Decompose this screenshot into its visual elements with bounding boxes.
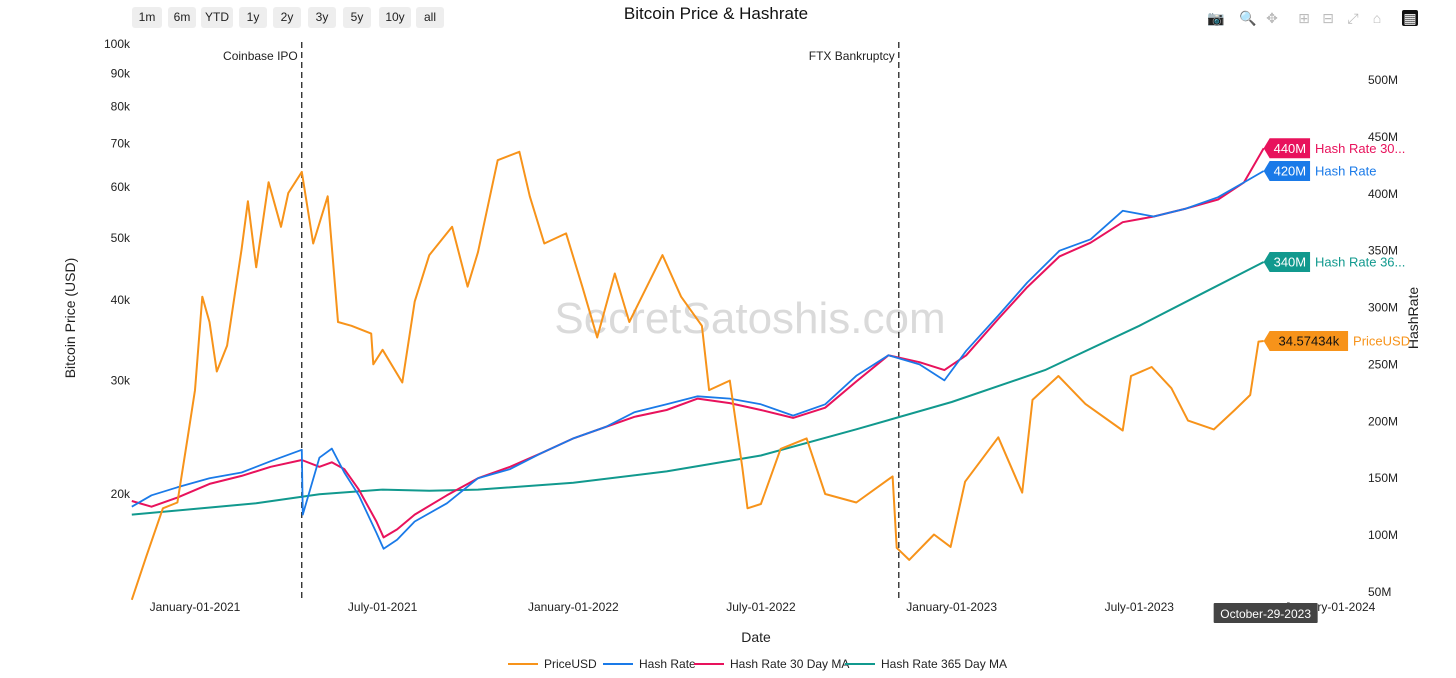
hover-date-box bbox=[1213, 603, 1318, 623]
y-tick-label: 60k bbox=[111, 180, 131, 194]
range-button-6m[interactable]: 6m bbox=[168, 7, 196, 28]
range-button-3y[interactable]: 3y bbox=[308, 7, 336, 28]
x-tick-label: January-01-2022 bbox=[528, 600, 619, 614]
pan-icon[interactable]: ✥ bbox=[1266, 10, 1278, 26]
y2-tick-label: 100M bbox=[1368, 528, 1398, 542]
end-label-box bbox=[1263, 161, 1311, 182]
x-tick-label: January-01-2023 bbox=[906, 600, 997, 614]
x-tick-label: July-01-2023 bbox=[1105, 600, 1175, 614]
y2-tick-label: 450M bbox=[1368, 130, 1398, 144]
y2-tick-label: 500M bbox=[1368, 73, 1398, 87]
range-button-10y[interactable]: 10y bbox=[379, 7, 411, 28]
x-tick-label: January-01-2021 bbox=[150, 600, 241, 614]
y-axis-title: Bitcoin Price (USD) bbox=[62, 258, 78, 379]
hover-date-tag: October-29-2023 bbox=[1213, 603, 1318, 623]
y2-tick-label: 250M bbox=[1368, 357, 1398, 371]
end-label-name: Hash Rate bbox=[1315, 164, 1376, 179]
range-button-1y[interactable]: 1y bbox=[239, 7, 267, 28]
series-hash-rate-30-day-ma bbox=[131, 147, 1265, 539]
series-priceusd bbox=[130, 150, 1264, 601]
end-label: 340M Hash Rate 36... bbox=[1263, 252, 1405, 273]
camera-icon[interactable]: 📷 bbox=[1207, 10, 1225, 26]
end-label-name: Hash Rate 36... bbox=[1315, 255, 1405, 270]
end-label-value: 440M bbox=[1274, 141, 1307, 156]
y2-tick-label: 300M bbox=[1368, 301, 1398, 315]
y-tick-label: 40k bbox=[111, 293, 131, 307]
end-label-value: 420M bbox=[1274, 164, 1307, 179]
end-label-value: 340M bbox=[1274, 255, 1307, 270]
y2-tick-label: 350M bbox=[1368, 244, 1398, 258]
range-button-ytd[interactable]: YTD bbox=[201, 7, 233, 28]
range-button-5y[interactable]: 5y bbox=[343, 7, 371, 28]
end-label: 34.57434k PriceUSD bbox=[1263, 330, 1410, 351]
end-label-box bbox=[1263, 138, 1311, 159]
y-tick-label: 80k bbox=[111, 99, 131, 113]
y2-tick-label: 400M bbox=[1368, 187, 1398, 201]
series-hash-rate bbox=[131, 170, 1265, 550]
y-tick-label: 100k bbox=[104, 37, 131, 51]
zoom-in-icon[interactable]: ⊞ bbox=[1298, 10, 1310, 26]
series-hash-rate-365-day-ma bbox=[131, 261, 1265, 516]
watermark: SecretSatoshis.com bbox=[554, 294, 945, 343]
range-button-all[interactable]: all bbox=[416, 7, 444, 28]
home-icon[interactable]: ⌂ bbox=[1372, 10, 1382, 26]
y2-tick-label: 150M bbox=[1368, 471, 1398, 485]
range-button-2y[interactable]: 2y bbox=[273, 7, 301, 28]
y-tick-label: 90k bbox=[111, 66, 131, 80]
legend-item[interactable]: Hash Rate 30 Day MA bbox=[730, 657, 849, 671]
end-label: 420M Hash Rate bbox=[1263, 161, 1376, 182]
x-tick-label: July-01-2022 bbox=[726, 600, 796, 614]
y2-axis-title: HashRate bbox=[1405, 287, 1421, 349]
legend-item[interactable]: PriceUSD bbox=[544, 657, 597, 671]
chart-title: Bitcoin Price & Hashrate bbox=[623, 4, 809, 23]
y-tick-label: 20k bbox=[111, 487, 131, 501]
y-tick-label: 70k bbox=[111, 137, 131, 151]
end-label-name: PriceUSD bbox=[1353, 333, 1410, 348]
y-tick-label: 50k bbox=[111, 231, 131, 245]
end-label-value: 34.57434k bbox=[1278, 333, 1339, 348]
y-tick-label: 30k bbox=[111, 374, 131, 388]
legend-item[interactable]: Hash Rate bbox=[639, 657, 696, 671]
plotly-logo-icon[interactable]: ▦ bbox=[1402, 10, 1418, 26]
end-label: 440M Hash Rate 30... bbox=[1263, 138, 1405, 159]
x-axis-title: Date bbox=[741, 629, 771, 645]
range-button-1m[interactable]: 1m bbox=[132, 7, 162, 28]
x-tick-label: July-01-2021 bbox=[348, 600, 418, 614]
event-label: FTX Bankruptcy bbox=[809, 49, 895, 63]
legend-item[interactable]: Hash Rate 365 Day MA bbox=[881, 657, 1007, 671]
y2-tick-label: 200M bbox=[1368, 414, 1398, 428]
zoom-icon[interactable]: 🔍 bbox=[1239, 10, 1257, 26]
end-label-name: Hash Rate 30... bbox=[1315, 141, 1405, 156]
end-label-box bbox=[1263, 252, 1311, 273]
end-label-box bbox=[1263, 330, 1349, 351]
zoom-out-icon[interactable]: ⊟ bbox=[1322, 10, 1334, 26]
event-label: Coinbase IPO bbox=[223, 49, 298, 63]
autoscale-icon[interactable]: ⤢ bbox=[1347, 10, 1359, 26]
hover-date-text: October-29-2023 bbox=[1220, 607, 1311, 621]
y2-tick-label: 50M bbox=[1368, 585, 1391, 599]
